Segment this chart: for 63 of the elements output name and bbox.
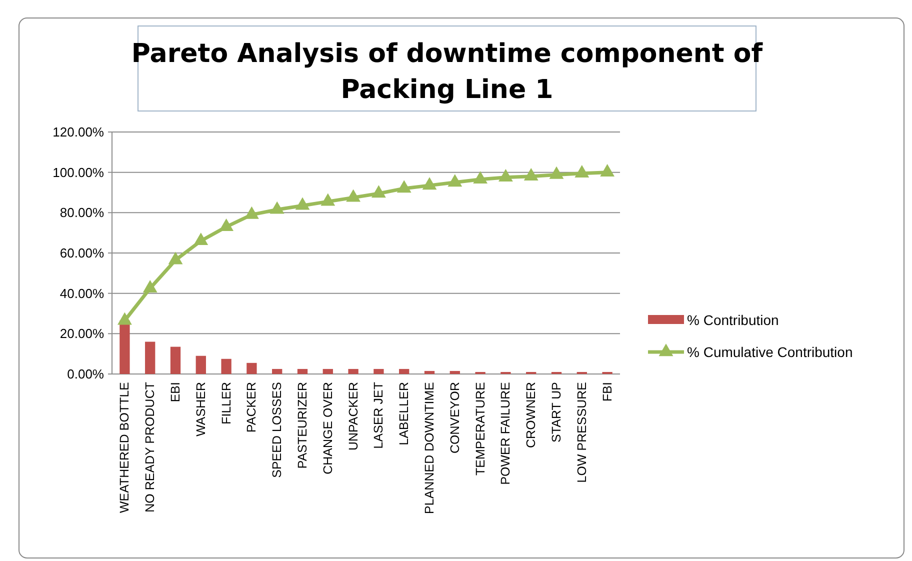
legend-label: % Contribution	[687, 312, 779, 328]
point	[371, 185, 386, 198]
x-tick-label: SPEED LOSSES	[270, 382, 284, 478]
bar	[450, 370, 460, 374]
x-tick-label: START UP	[550, 382, 564, 442]
point	[219, 218, 234, 231]
bar	[246, 362, 257, 374]
bar	[221, 358, 232, 374]
x-tick-label: TEMPERATURE	[473, 382, 488, 476]
point	[549, 166, 564, 179]
x-tick-label: LABELLER	[397, 382, 412, 446]
x-tick-label: FILLER	[219, 382, 234, 424]
y-tick-label: 20.00%	[60, 326, 104, 342]
bar	[424, 370, 435, 374]
x-tick-label: NO READY PRODUCT	[143, 382, 158, 512]
bar	[170, 346, 181, 374]
point	[117, 312, 132, 325]
bar	[145, 342, 156, 374]
x-tick-label: FBI	[600, 382, 614, 402]
point	[142, 280, 158, 292]
bar	[348, 368, 358, 374]
x-tick-label: CROWNER	[524, 382, 538, 448]
y-tick-label: 120.00%	[52, 124, 104, 140]
point	[498, 169, 513, 182]
point	[194, 232, 208, 246]
x-tick-label: POWER FAILURE	[498, 382, 513, 485]
x-tick-label: LOW PRESSURE	[574, 382, 589, 483]
x-tick-label: PASTEURIZER	[296, 382, 310, 469]
point	[448, 174, 462, 187]
x-tick-label: CONVEYOR	[448, 382, 462, 454]
x-tick-label: EBI	[168, 382, 182, 402]
x-tick-label: UNPACKER	[346, 382, 360, 451]
point	[600, 164, 615, 176]
x-tick-label: LASER JET	[372, 382, 386, 449]
point	[168, 252, 183, 264]
bar	[374, 368, 384, 374]
y-tick-label: 80.00%	[60, 205, 104, 220]
bar	[399, 368, 410, 374]
x-tick-label: WASHER	[194, 382, 208, 436]
y-tick-label: 100.00%	[52, 164, 104, 180]
legend-label: % Cumulative Contribution	[687, 344, 853, 360]
bar	[297, 368, 308, 374]
point	[396, 180, 412, 193]
chart-title: Pareto Analysis of downtime component of Packing Line 1	[131, 39, 764, 105]
bar	[272, 368, 282, 374]
x-tick-label: WEATHERED BOTTLE	[118, 382, 132, 514]
point	[295, 197, 310, 210]
bar	[322, 368, 333, 374]
point	[422, 177, 437, 190]
point	[473, 171, 488, 184]
bar	[120, 320, 130, 374]
point	[270, 201, 284, 214]
x-tick-label: PLANNED DOWNTIME	[422, 382, 436, 514]
point	[524, 168, 538, 181]
y-tick-label: 40.00%	[60, 286, 104, 301]
point	[346, 189, 361, 202]
x-tick-label: PACKER	[244, 382, 259, 432]
bar	[196, 356, 206, 374]
y-tick-label: 0.00%	[67, 366, 104, 382]
point	[320, 193, 336, 206]
point	[574, 165, 590, 178]
y-tick-label: 60.00%	[60, 246, 104, 261]
x-tick-label: CHANGE OVER	[320, 382, 335, 474]
